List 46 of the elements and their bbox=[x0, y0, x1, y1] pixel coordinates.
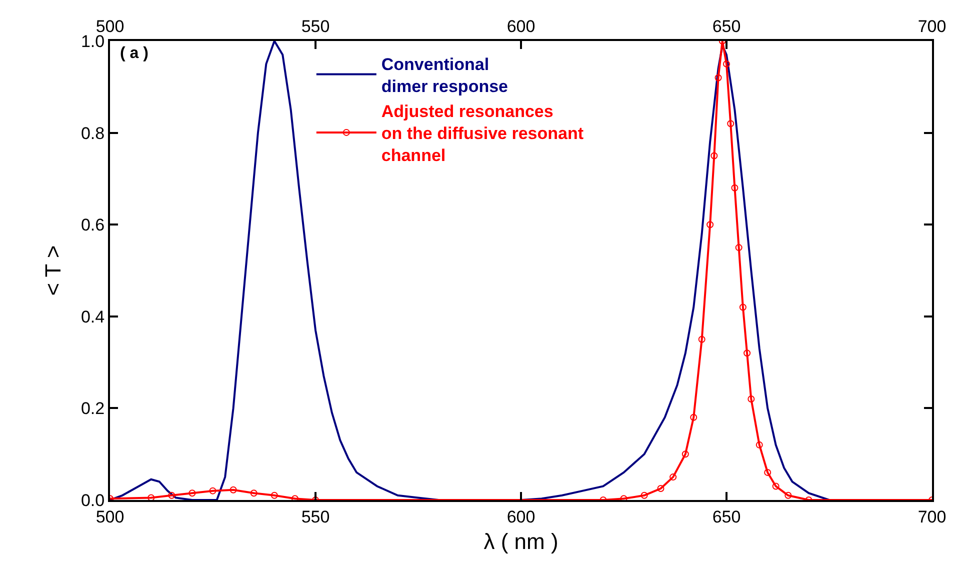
point bbox=[682, 450, 689, 458]
point bbox=[148, 494, 155, 500]
point bbox=[657, 485, 664, 492]
y-tick-label: 0.6 bbox=[80, 216, 105, 235]
point bbox=[706, 221, 714, 228]
x-tick-label: 550 bbox=[301, 17, 330, 36]
point bbox=[739, 304, 746, 311]
point bbox=[209, 487, 216, 494]
x2-tick-label: 650 bbox=[712, 507, 741, 526]
point bbox=[690, 414, 698, 421]
x-tick-label: 650 bbox=[712, 17, 741, 36]
y-tick-label: 0.8 bbox=[80, 124, 105, 143]
x2-tick-label: 700 bbox=[918, 507, 946, 526]
x-axis-title: λ ( nm ) bbox=[484, 528, 558, 554]
y-tick-label: 0.2 bbox=[80, 399, 105, 418]
point bbox=[744, 350, 751, 357]
legend-label: Adjusted resonances on the diffusive resonant channel bbox=[381, 102, 584, 166]
legend-label: Conventional dimer response bbox=[381, 54, 508, 96]
point bbox=[756, 441, 763, 448]
point bbox=[735, 244, 742, 252]
point bbox=[640, 492, 648, 499]
x2-tick-label: 600 bbox=[506, 507, 536, 526]
point bbox=[270, 492, 278, 499]
point bbox=[230, 486, 237, 494]
annotation: ( a ) bbox=[120, 45, 148, 62]
point bbox=[764, 468, 772, 476]
point bbox=[731, 184, 738, 192]
y-axis-title: < T > bbox=[40, 245, 66, 296]
point bbox=[698, 336, 706, 343]
point bbox=[772, 482, 780, 490]
x-tick-label: 700 bbox=[918, 17, 946, 36]
point bbox=[188, 490, 196, 497]
point bbox=[723, 60, 730, 68]
point bbox=[670, 474, 677, 481]
x2-tick-label: 550 bbox=[301, 507, 330, 526]
point bbox=[748, 396, 755, 403]
point bbox=[168, 492, 176, 499]
point bbox=[727, 120, 734, 128]
point bbox=[710, 152, 718, 160]
x-tick-label: 600 bbox=[506, 17, 536, 36]
point bbox=[784, 492, 792, 499]
point bbox=[714, 74, 722, 82]
point bbox=[250, 490, 258, 497]
x2-tick-label: 500 bbox=[96, 507, 124, 526]
y-tick-label: 0.0 bbox=[80, 490, 105, 510]
y-tick-label: 0.4 bbox=[80, 307, 105, 326]
